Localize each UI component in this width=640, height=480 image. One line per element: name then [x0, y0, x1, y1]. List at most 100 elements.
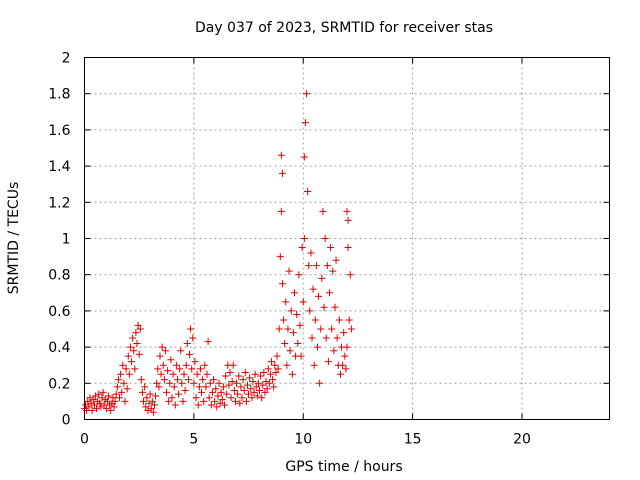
- data-point: [346, 271, 354, 279]
- data-point: [285, 267, 293, 275]
- data-point: [259, 381, 267, 389]
- data-point: [176, 365, 184, 373]
- data-point: [323, 262, 331, 270]
- data-point: [347, 325, 355, 333]
- data-point: [277, 207, 285, 215]
- y-tick-label: 2: [62, 51, 71, 67]
- data-point: [234, 390, 242, 398]
- data-point: [146, 390, 154, 398]
- data-point: [173, 376, 181, 384]
- data-point: [212, 385, 220, 393]
- data-point: [332, 256, 340, 264]
- data-point: [218, 396, 226, 404]
- data-point: [207, 401, 215, 409]
- data-point: [328, 325, 336, 333]
- data-point: [231, 397, 239, 405]
- data-point: [281, 339, 289, 347]
- data-point: [223, 390, 231, 398]
- data-point: [159, 361, 167, 369]
- data-point: [188, 365, 196, 373]
- data-point: [222, 372, 230, 380]
- data-point: [276, 253, 284, 261]
- data-point: [341, 352, 349, 360]
- data-point: [343, 343, 351, 351]
- data-point: [343, 207, 351, 215]
- data-point: [225, 381, 233, 389]
- data-point: [269, 376, 277, 384]
- data-point: [158, 343, 166, 351]
- data-point: [202, 383, 210, 391]
- y-tick-label: 0.2: [48, 376, 70, 392]
- data-point: [149, 408, 157, 416]
- data-point: [124, 352, 132, 360]
- data-point: [121, 397, 129, 405]
- data-point: [251, 370, 259, 378]
- data-point: [175, 390, 183, 398]
- y-axis-ticks: 0 0.2 0.4 0.6 0.8 1 1.2 1.4 1.6 1.8 2: [48, 51, 610, 429]
- data-points: [81, 90, 355, 416]
- data-point: [307, 249, 315, 257]
- data-point: [122, 365, 130, 373]
- data-point: [99, 388, 107, 396]
- data-point: [153, 379, 161, 387]
- data-point: [216, 399, 224, 407]
- y-tick-label: 1.4: [48, 159, 70, 175]
- data-point: [253, 392, 261, 400]
- data-point: [135, 350, 143, 358]
- data-point: [246, 374, 254, 382]
- data-point: [230, 387, 238, 395]
- data-point: [258, 394, 266, 402]
- data-point: [190, 379, 198, 387]
- data-point: [125, 370, 133, 378]
- data-point: [129, 334, 137, 342]
- data-point: [193, 370, 201, 378]
- data-point: [345, 316, 353, 324]
- data-point: [237, 383, 245, 391]
- data-point: [112, 390, 120, 398]
- data-point: [117, 370, 125, 378]
- data-point: [142, 403, 150, 411]
- data-point: [215, 379, 223, 387]
- data-point: [308, 334, 316, 342]
- data-point: [284, 325, 292, 333]
- data-point: [344, 216, 352, 224]
- data-point: [130, 347, 138, 355]
- data-point: [85, 403, 93, 411]
- data-point: [288, 370, 296, 378]
- data-point: [271, 361, 279, 369]
- data-point: [203, 370, 211, 378]
- data-point: [204, 338, 212, 346]
- data-point: [294, 339, 302, 347]
- data-point: [136, 325, 144, 333]
- data-point: [90, 401, 98, 409]
- data-point: [143, 394, 151, 402]
- data-point: [262, 377, 270, 385]
- data-point: [219, 383, 227, 391]
- y-tick-label: 1: [62, 232, 71, 248]
- data-point: [264, 365, 272, 373]
- data-point: [315, 292, 323, 300]
- data-point: [280, 316, 288, 324]
- data-point: [210, 376, 218, 384]
- data-point: [257, 372, 265, 380]
- data-point: [182, 361, 190, 369]
- data-point: [229, 361, 237, 369]
- data-point: [97, 403, 105, 411]
- data-point: [250, 388, 258, 396]
- data-point: [157, 370, 165, 378]
- data-point: [118, 388, 126, 396]
- data-point: [156, 352, 164, 360]
- data-point: [128, 358, 136, 366]
- data-point: [172, 361, 180, 369]
- data-point: [183, 339, 191, 347]
- x-tick-label: 15: [404, 432, 422, 448]
- y-tick-label: 1.2: [48, 195, 70, 211]
- data-point: [287, 307, 295, 315]
- data-point: [165, 397, 173, 405]
- x-tick-label: 10: [294, 432, 312, 448]
- data-point: [297, 352, 305, 360]
- data-point: [126, 343, 134, 351]
- data-point: [241, 368, 249, 376]
- data-point: [110, 403, 118, 411]
